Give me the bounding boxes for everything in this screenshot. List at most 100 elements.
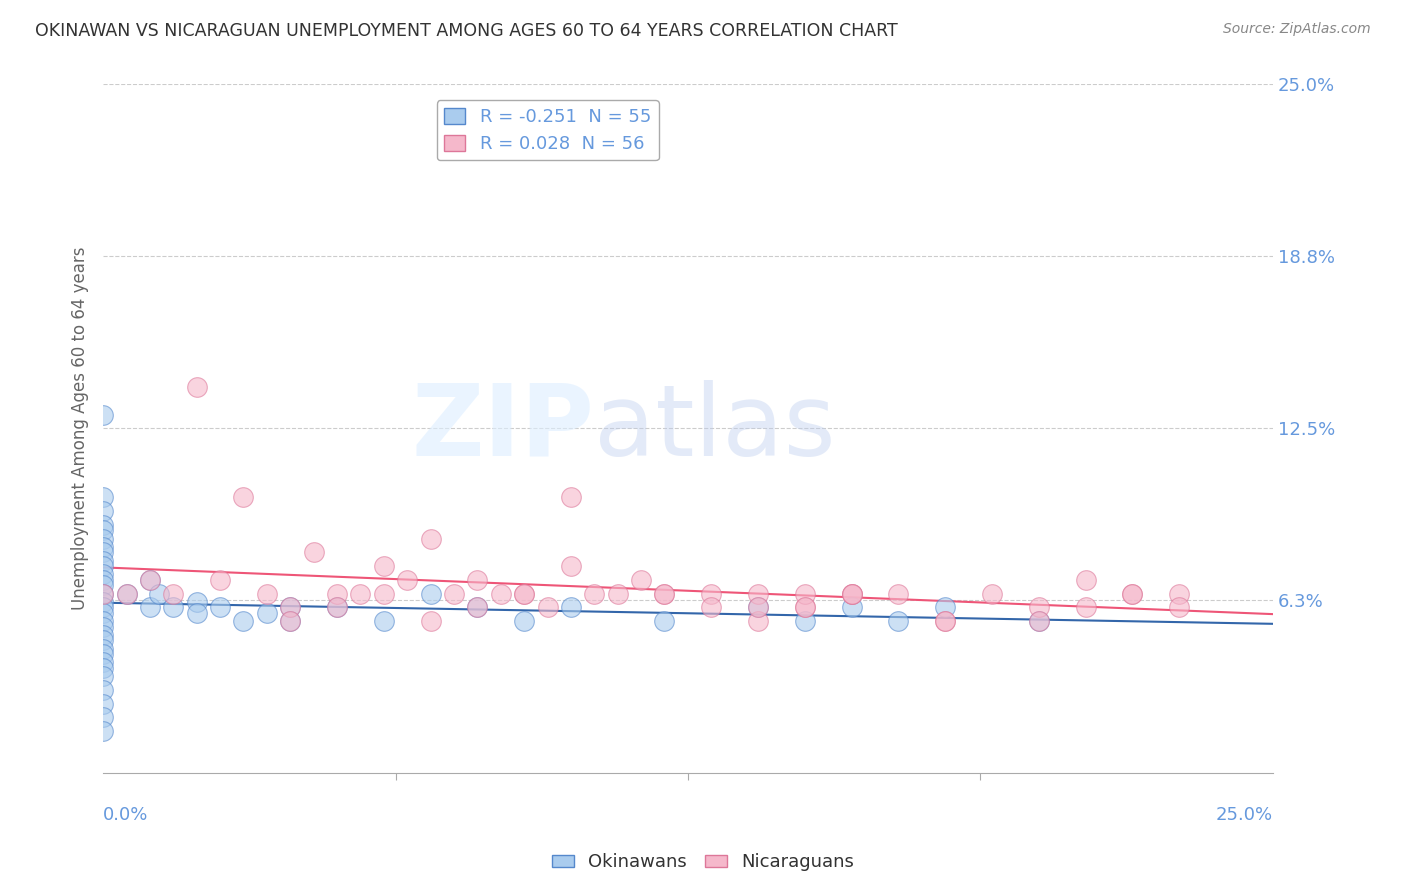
Point bbox=[232, 614, 254, 628]
Point bbox=[139, 573, 162, 587]
Point bbox=[91, 517, 114, 532]
Point bbox=[443, 586, 465, 600]
Point bbox=[560, 600, 582, 615]
Point bbox=[326, 586, 349, 600]
Point bbox=[419, 532, 441, 546]
Point bbox=[654, 586, 676, 600]
Point bbox=[536, 600, 558, 615]
Point bbox=[654, 586, 676, 600]
Point bbox=[186, 606, 208, 620]
Point bbox=[1028, 600, 1050, 615]
Point bbox=[139, 573, 162, 587]
Point bbox=[396, 573, 419, 587]
Point bbox=[419, 614, 441, 628]
Point bbox=[209, 600, 232, 615]
Point bbox=[793, 614, 815, 628]
Point bbox=[467, 573, 489, 587]
Point bbox=[91, 633, 114, 648]
Point bbox=[91, 614, 114, 628]
Point bbox=[186, 380, 208, 394]
Point bbox=[91, 545, 114, 559]
Point bbox=[91, 578, 114, 592]
Point bbox=[747, 614, 769, 628]
Point bbox=[91, 524, 114, 538]
Point bbox=[513, 614, 536, 628]
Point bbox=[91, 540, 114, 554]
Point bbox=[256, 606, 278, 620]
Point bbox=[91, 586, 114, 600]
Point bbox=[91, 724, 114, 739]
Point bbox=[91, 620, 114, 634]
Legend: Okinawans, Nicaraguans: Okinawans, Nicaraguans bbox=[546, 847, 860, 879]
Point bbox=[91, 559, 114, 574]
Point bbox=[841, 586, 863, 600]
Point bbox=[91, 490, 114, 504]
Point bbox=[91, 697, 114, 711]
Point bbox=[232, 490, 254, 504]
Point bbox=[91, 504, 114, 518]
Point bbox=[934, 614, 956, 628]
Point bbox=[1121, 586, 1143, 600]
Point bbox=[934, 614, 956, 628]
Point bbox=[513, 586, 536, 600]
Point bbox=[148, 586, 170, 600]
Point bbox=[841, 586, 863, 600]
Point bbox=[700, 586, 723, 600]
Point bbox=[1121, 586, 1143, 600]
Point bbox=[560, 559, 582, 574]
Point bbox=[841, 586, 863, 600]
Point bbox=[162, 600, 184, 615]
Point bbox=[1168, 586, 1191, 600]
Point bbox=[91, 586, 114, 600]
Point bbox=[349, 586, 371, 600]
Point bbox=[1168, 600, 1191, 615]
Point bbox=[1028, 614, 1050, 628]
Point bbox=[489, 586, 512, 600]
Point bbox=[91, 553, 114, 567]
Text: Source: ZipAtlas.com: Source: ZipAtlas.com bbox=[1223, 22, 1371, 37]
Point bbox=[793, 600, 815, 615]
Point bbox=[302, 545, 325, 559]
Point bbox=[91, 682, 114, 697]
Text: OKINAWAN VS NICARAGUAN UNEMPLOYMENT AMONG AGES 60 TO 64 YEARS CORRELATION CHART: OKINAWAN VS NICARAGUAN UNEMPLOYMENT AMON… bbox=[35, 22, 898, 40]
Point bbox=[793, 600, 815, 615]
Point bbox=[981, 586, 1004, 600]
Point bbox=[91, 532, 114, 546]
Point bbox=[1074, 600, 1097, 615]
Point bbox=[747, 600, 769, 615]
Point bbox=[91, 606, 114, 620]
Point bbox=[583, 586, 606, 600]
Point bbox=[747, 586, 769, 600]
Point bbox=[326, 600, 349, 615]
Point bbox=[467, 600, 489, 615]
Point bbox=[1028, 614, 1050, 628]
Point bbox=[326, 600, 349, 615]
Point bbox=[91, 647, 114, 661]
Point bbox=[115, 586, 138, 600]
Point bbox=[91, 628, 114, 642]
Text: 0.0%: 0.0% bbox=[103, 805, 149, 823]
Point bbox=[373, 614, 395, 628]
Point bbox=[91, 595, 114, 609]
Point bbox=[887, 586, 910, 600]
Point bbox=[139, 600, 162, 615]
Point bbox=[91, 661, 114, 675]
Point bbox=[630, 573, 652, 587]
Point bbox=[91, 567, 114, 582]
Point bbox=[419, 586, 441, 600]
Point bbox=[841, 600, 863, 615]
Point bbox=[91, 600, 114, 615]
Point bbox=[278, 614, 301, 628]
Point bbox=[560, 490, 582, 504]
Point bbox=[793, 586, 815, 600]
Point bbox=[278, 614, 301, 628]
Point bbox=[256, 586, 278, 600]
Point bbox=[91, 408, 114, 422]
Point bbox=[373, 559, 395, 574]
Point bbox=[513, 586, 536, 600]
Text: ZIP: ZIP bbox=[412, 380, 595, 477]
Point bbox=[278, 600, 301, 615]
Point bbox=[209, 573, 232, 587]
Point bbox=[186, 595, 208, 609]
Point bbox=[934, 600, 956, 615]
